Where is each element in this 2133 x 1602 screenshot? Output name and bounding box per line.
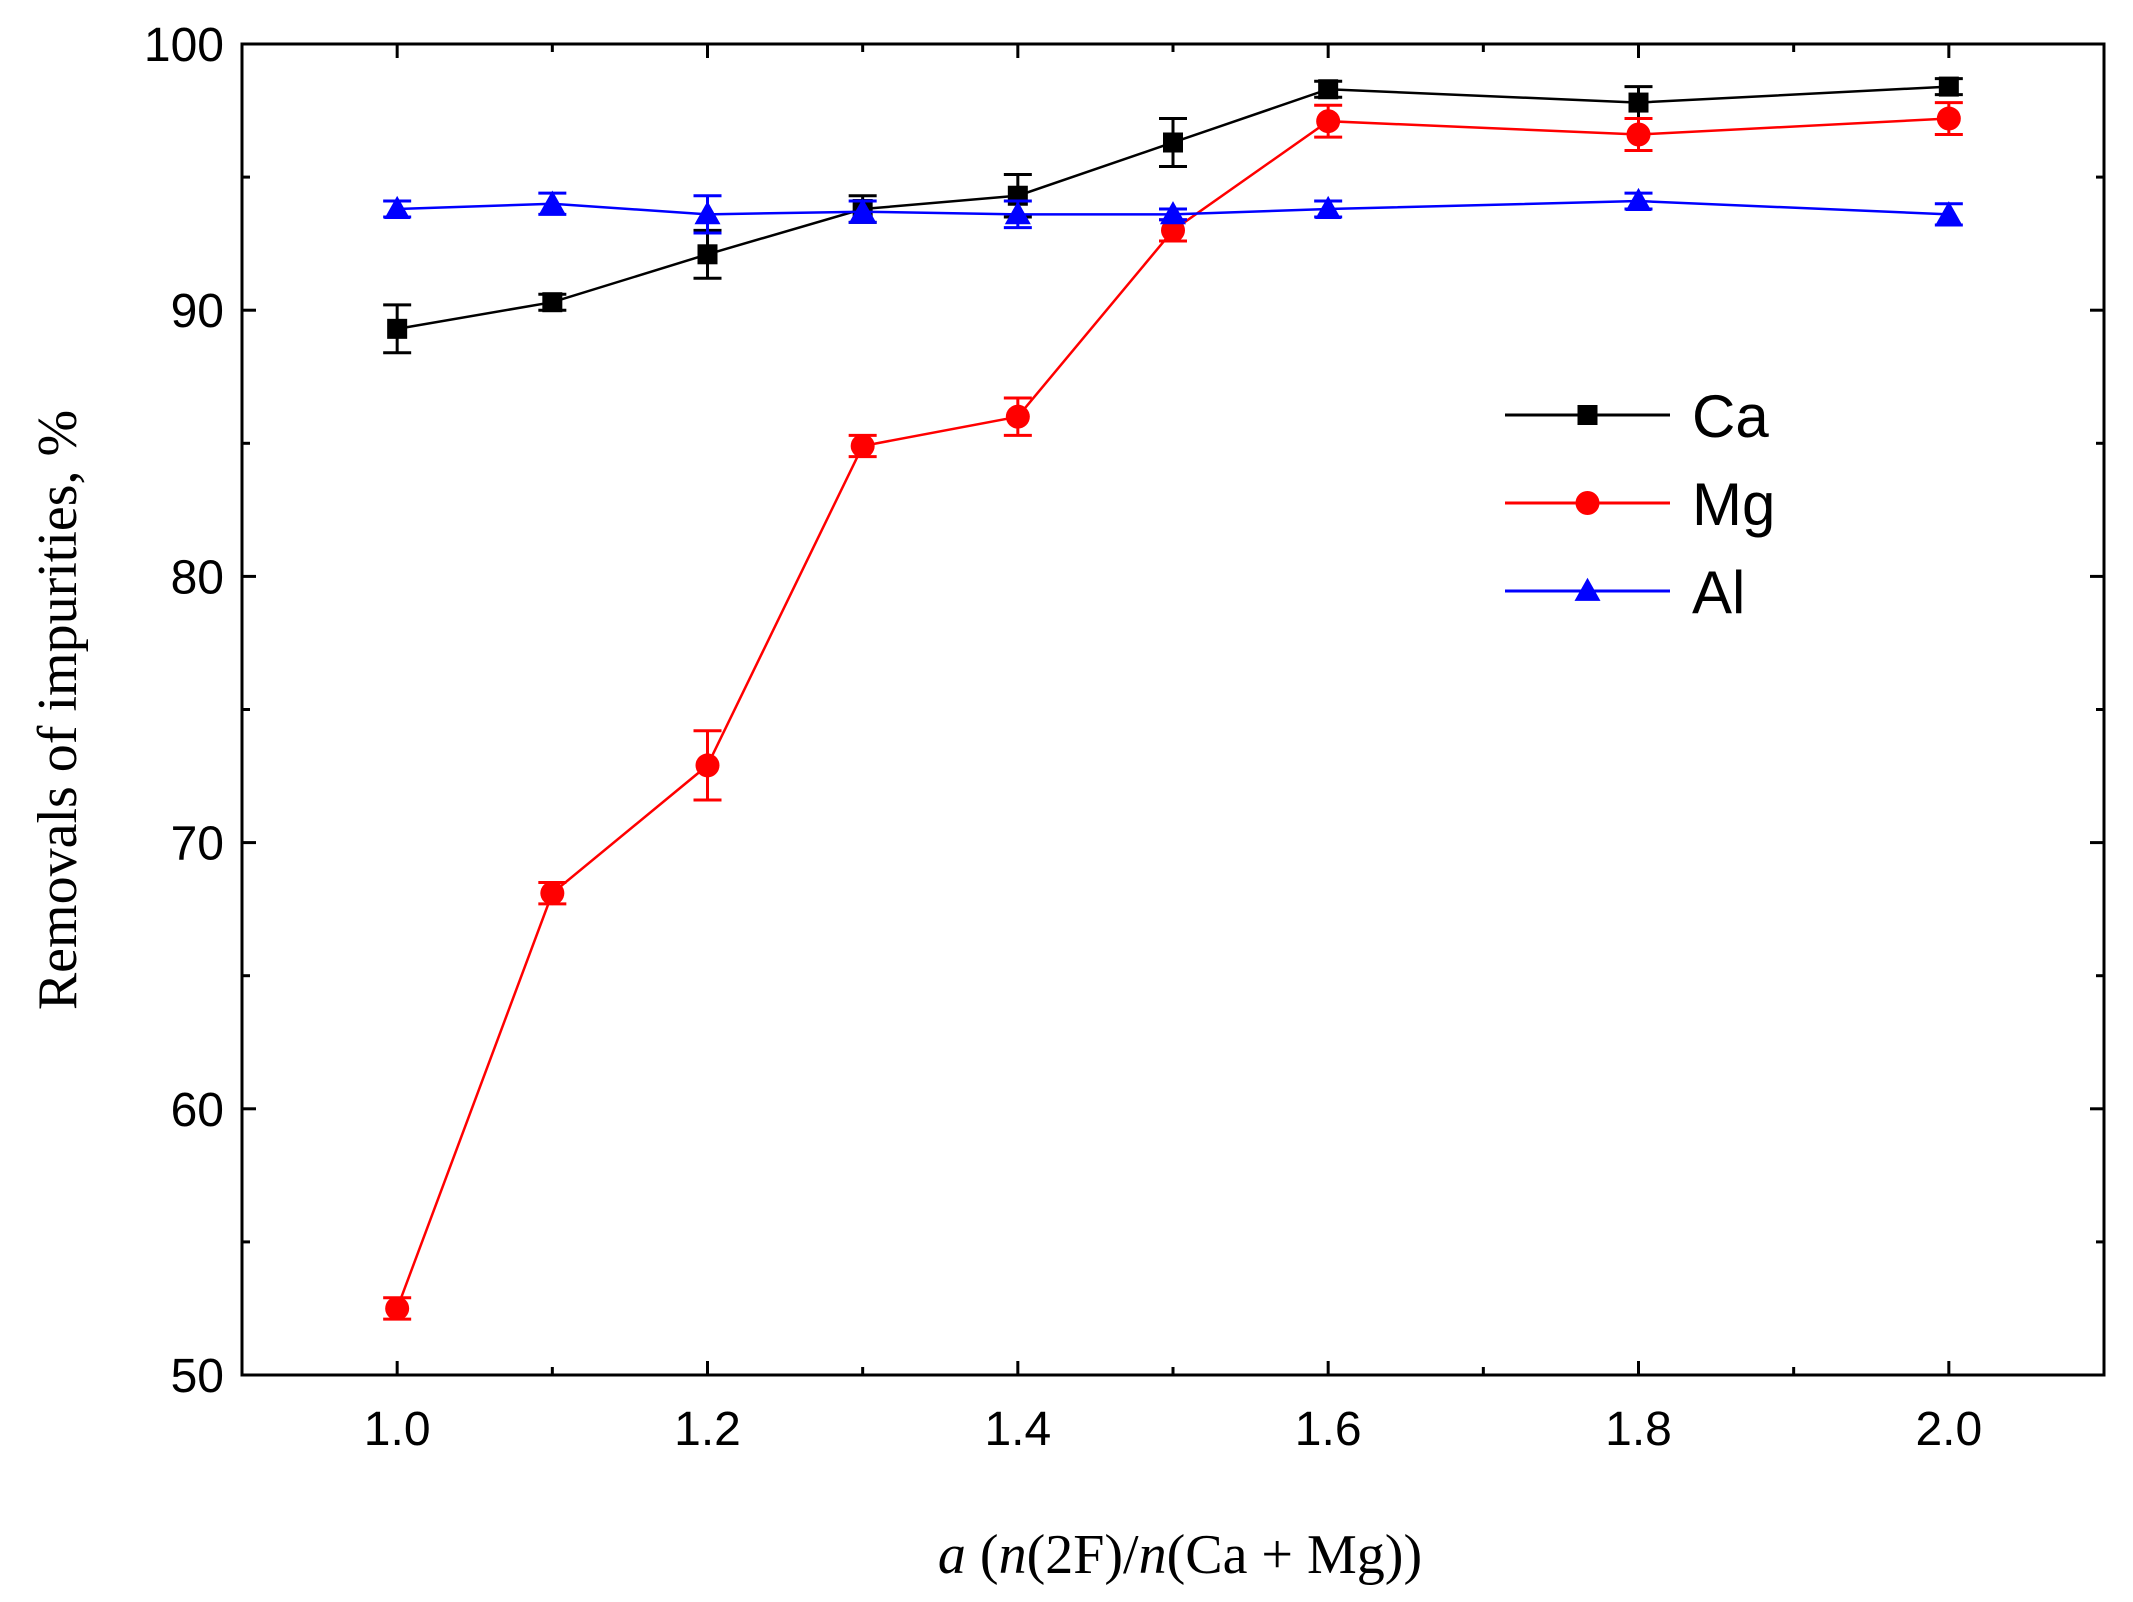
plot-frame (240, 42, 2106, 1377)
data-point-mg (1161, 218, 1185, 243)
data-point-ca (542, 292, 563, 313)
x-axis-title-close: (Ca + Mg)) (1167, 1524, 1423, 1586)
series-al (383, 187, 1963, 235)
x-axis-title: a (n(2F)/n(Ca + Mg)) (938, 1524, 1422, 1586)
y-axis-title: Removals of impurities, % (27, 410, 89, 1010)
legend-item-al: Al (1505, 559, 1745, 626)
legend-marker-ca (1577, 405, 1598, 425)
x-tick-label: 1.0 (364, 1403, 431, 1456)
data-point-ca (1163, 132, 1183, 153)
x-tick-label: 2.0 (1915, 1403, 1982, 1456)
x-axis-title-var: a (938, 1524, 966, 1586)
data-point-mg (385, 1296, 410, 1321)
plot-area-border (240, 42, 2106, 1377)
y-tick-label: 100 (144, 19, 224, 72)
x-tick-label: 1.8 (1605, 1403, 1672, 1456)
data-point-al (539, 190, 566, 214)
x-axis-title-n2: n (1139, 1524, 1167, 1586)
x-tick-label: 1.2 (674, 1403, 741, 1456)
series-mg (383, 101, 1963, 1321)
data-point-al (1160, 201, 1186, 225)
data-point-al (694, 201, 721, 225)
x-axis-title-open: ( (966, 1524, 999, 1586)
data-point-mg (850, 433, 875, 458)
legend-item-ca: Ca (1505, 383, 1769, 450)
data-point-mg (1936, 106, 1961, 131)
data-point-ca (387, 318, 408, 339)
data-point-mg (540, 881, 565, 906)
axes: 1.0 1.2 1.4 1.6 1.8 2.0 50 60 70 80 90 100 (144, 19, 2104, 1456)
y-tick-label: 60 (171, 1084, 224, 1137)
y-tick-label: 70 (171, 818, 224, 871)
series-line-mg (395, 117, 1949, 1309)
legend-marker-mg (1575, 491, 1600, 515)
data-point-ca (1938, 76, 1959, 97)
y-tick-label: 80 (171, 551, 224, 604)
data-point-al (1315, 195, 1342, 219)
x-tick-label: 1.6 (1295, 1403, 1362, 1456)
x-axis-title-n1: n (999, 1524, 1027, 1586)
data-point-mg (1316, 109, 1341, 134)
data-point-ca (1318, 79, 1339, 100)
x-tick-label: 1.4 (984, 1403, 1051, 1456)
data-point-mg (695, 753, 720, 778)
data-point-al (849, 198, 876, 222)
data-point-al (384, 195, 411, 219)
legend-marker-al (1574, 577, 1601, 601)
series-layer (383, 76, 1963, 1321)
data-point-al (1935, 201, 1962, 225)
y-tick-label: 50 (171, 1350, 224, 1403)
data-point-al (1625, 187, 1652, 211)
data-point-ca (1628, 92, 1649, 113)
data-point-ca (697, 244, 718, 265)
legend: Ca Mg Al (1505, 383, 1775, 626)
data-point-mg (1626, 122, 1651, 147)
x-axis-title-mid: (2F)/ (1027, 1524, 1139, 1586)
legend-label-al: Al (1692, 559, 1745, 626)
legend-item-mg: Mg (1505, 471, 1775, 538)
legend-label-mg: Mg (1692, 471, 1775, 538)
data-point-mg (1005, 404, 1030, 429)
data-point-al (1004, 201, 1031, 225)
legend-label-ca: Ca (1692, 383, 1769, 450)
y-tick-label: 90 (171, 285, 224, 338)
